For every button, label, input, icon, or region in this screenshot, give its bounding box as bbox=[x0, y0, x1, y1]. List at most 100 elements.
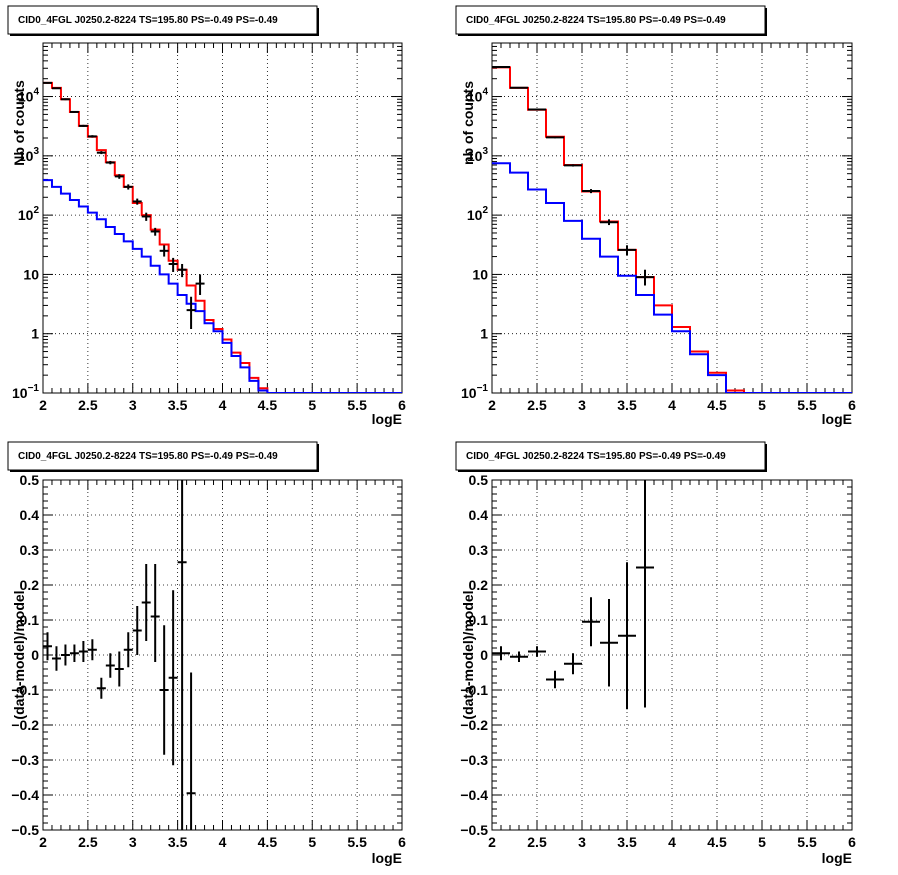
y-tick-label: 103 bbox=[18, 146, 40, 164]
y-tick-label: 0.2 bbox=[20, 577, 40, 593]
y-tick-label: 0.5 bbox=[469, 472, 489, 488]
data-point bbox=[492, 65, 510, 68]
x-tick-label: 4.5 bbox=[707, 397, 727, 413]
model-component-histogram bbox=[43, 179, 402, 393]
x-tick-label: 5 bbox=[308, 397, 316, 413]
data-point bbox=[105, 653, 115, 678]
y-tick-label: −0.1 bbox=[460, 682, 488, 698]
y-tick-label: −0.2 bbox=[11, 717, 39, 733]
data-point bbox=[87, 639, 97, 661]
data-point bbox=[69, 110, 79, 113]
data-point bbox=[60, 644, 70, 666]
model-total-histogram bbox=[43, 81, 402, 393]
data-point bbox=[510, 86, 528, 89]
y-tick-label: 0.1 bbox=[20, 612, 40, 628]
x-tick-label: 2 bbox=[39, 834, 47, 850]
plot-title: CID0_4FGL J0250.2-8224 TS=195.80 PS=-0.4… bbox=[18, 15, 278, 26]
y-tick-label: 0.2 bbox=[469, 577, 489, 593]
data-point bbox=[177, 480, 187, 830]
y-axis-title: nb of counts bbox=[460, 81, 476, 165]
x-tick-label: 4 bbox=[668, 397, 676, 413]
x-tick-label: 3.5 bbox=[617, 834, 637, 850]
x-axis-title: logE bbox=[372, 850, 402, 866]
x-tick-label: 5.5 bbox=[347, 397, 367, 413]
data-point bbox=[123, 184, 133, 190]
data-point bbox=[141, 564, 151, 641]
data-point bbox=[600, 599, 618, 687]
plot-frame bbox=[491, 42, 853, 394]
x-tick-label: 3 bbox=[129, 397, 137, 413]
plot-title: CID0_4FGL J0250.2-8224 TS=195.80 PS=-0.4… bbox=[18, 451, 278, 462]
data-point bbox=[195, 274, 205, 295]
plot-panel-top-left: CID0_4FGL J0250.2-8224 TS=195.80 PS=-0.4… bbox=[7, 5, 406, 427]
data-point bbox=[186, 296, 196, 330]
x-tick-label: 5.5 bbox=[347, 834, 367, 850]
data-point bbox=[564, 653, 582, 675]
data-point bbox=[636, 269, 654, 286]
x-tick-label: 5.5 bbox=[797, 397, 817, 413]
y-tick-label: 0.4 bbox=[469, 507, 489, 523]
x-tick-label: 6 bbox=[848, 397, 856, 413]
y-tick-label: 0.4 bbox=[20, 507, 40, 523]
data-point bbox=[159, 625, 169, 755]
data-point bbox=[132, 606, 142, 655]
data-point bbox=[150, 227, 160, 236]
x-tick-label: 5 bbox=[308, 834, 316, 850]
y-tick-label: −0.5 bbox=[11, 822, 39, 838]
x-tick-label: 3 bbox=[129, 834, 137, 850]
x-tick-label: 5 bbox=[758, 397, 766, 413]
data-point bbox=[60, 98, 70, 101]
x-tick-label: 4 bbox=[219, 397, 227, 413]
data-point bbox=[528, 108, 546, 111]
plot-data bbox=[43, 81, 402, 393]
x-tick-label: 2.5 bbox=[78, 834, 98, 850]
plot-frame bbox=[42, 479, 403, 831]
x-tick-label: 2.5 bbox=[527, 834, 547, 850]
data-point bbox=[510, 651, 528, 662]
plot-frame bbox=[42, 42, 403, 394]
x-tick-label: 4.5 bbox=[258, 834, 278, 850]
x-tick-label: 3 bbox=[578, 397, 586, 413]
plot-panel-bottom-left: CID0_4FGL J0250.2-8224 TS=195.80 PS=-0.4… bbox=[7, 441, 406, 866]
data-point bbox=[123, 632, 133, 668]
plot-title: CID0_4FGL J0250.2-8224 TS=195.80 PS=-0.4… bbox=[466, 451, 726, 462]
y-tick-label: 10 bbox=[23, 266, 39, 282]
data-point bbox=[51, 87, 61, 90]
data-point bbox=[87, 135, 97, 138]
data-point bbox=[492, 646, 510, 661]
data-point bbox=[528, 646, 546, 657]
data-point bbox=[114, 174, 124, 179]
x-tick-label: 4.5 bbox=[258, 397, 278, 413]
x-tick-label: 2 bbox=[488, 834, 496, 850]
data-point bbox=[636, 480, 654, 708]
y-tick-label: 0.3 bbox=[20, 542, 40, 558]
y-tick-label: 1 bbox=[31, 326, 39, 342]
data-point bbox=[114, 651, 124, 687]
data-point bbox=[168, 590, 178, 766]
data-point bbox=[105, 160, 115, 165]
data-point bbox=[96, 677, 106, 699]
plot-title: CID0_4FGL J0250.2-8224 TS=195.80 PS=-0.4… bbox=[466, 15, 726, 26]
x-tick-label: 4 bbox=[668, 834, 676, 850]
x-axis-title: logE bbox=[822, 411, 852, 427]
y-tick-label: 10 bbox=[472, 266, 488, 282]
data-point bbox=[132, 198, 142, 205]
x-tick-label: 3.5 bbox=[168, 834, 188, 850]
x-tick-label: 6 bbox=[398, 834, 406, 850]
x-tick-label: 4 bbox=[219, 834, 227, 850]
data-point bbox=[51, 646, 61, 671]
plot-data bbox=[492, 65, 852, 393]
y-tick-label: 0.3 bbox=[469, 542, 489, 558]
data-point bbox=[582, 189, 600, 194]
plot-frame bbox=[491, 479, 853, 831]
y-tick-label: 0.5 bbox=[20, 472, 40, 488]
x-tick-label: 4.5 bbox=[707, 834, 727, 850]
y-tick-label: 104 bbox=[18, 87, 40, 105]
data-point bbox=[564, 164, 582, 167]
x-tick-label: 2 bbox=[488, 397, 496, 413]
y-tick-label: −0.5 bbox=[460, 822, 488, 838]
x-tick-label: 3.5 bbox=[617, 397, 637, 413]
x-tick-label: 5 bbox=[758, 834, 766, 850]
x-tick-label: 5.5 bbox=[797, 834, 817, 850]
